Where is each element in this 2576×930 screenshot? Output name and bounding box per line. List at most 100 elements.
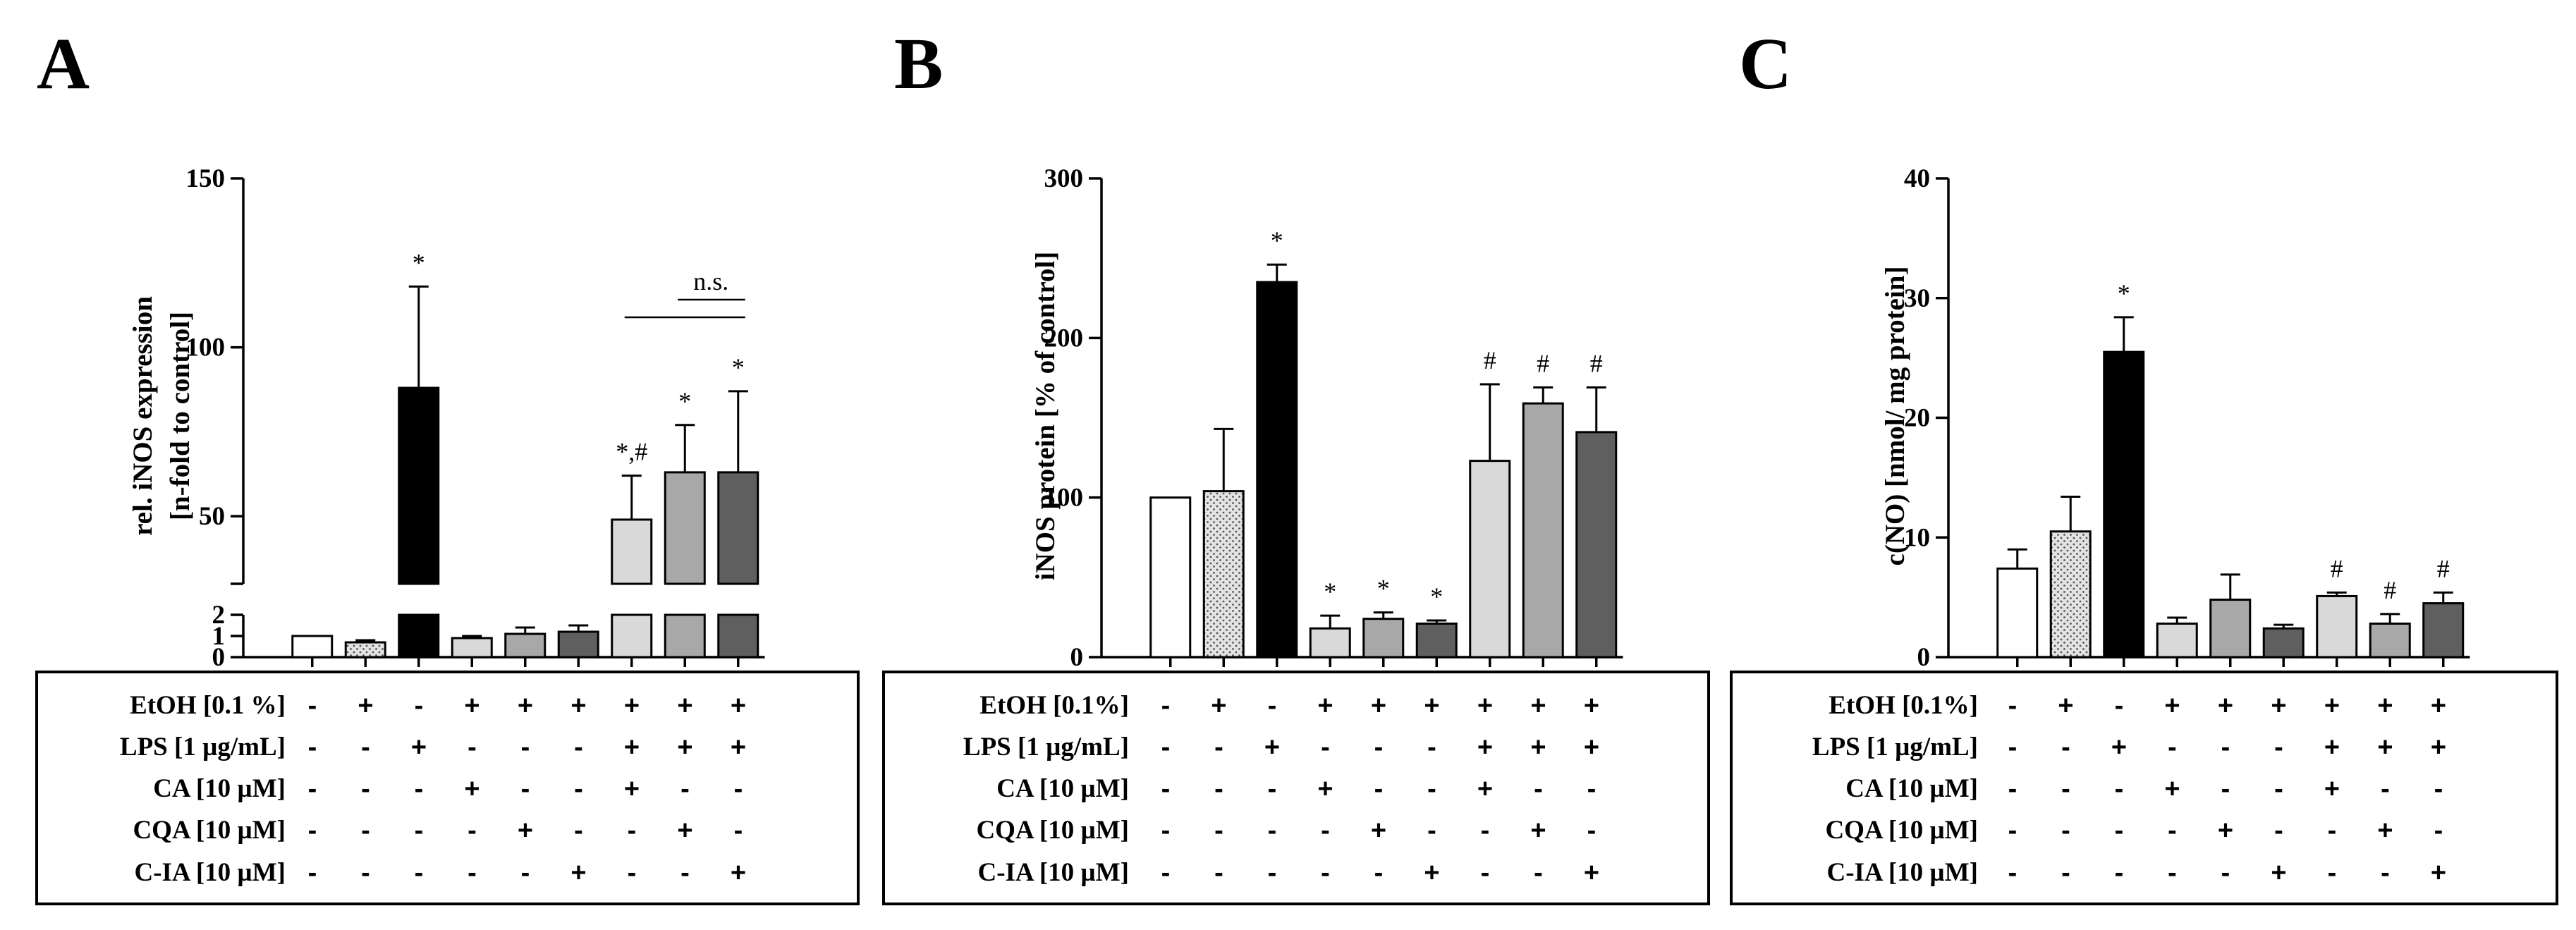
panel-a-y-tick-label: 150 [186,164,226,193]
panel-c-sign-cell: - [2008,691,2018,721]
panel-a-sign-cell: - [574,774,583,804]
panel-a-sign-cell: + [624,733,640,762]
panel-c-sign-cell: - [2115,858,2124,888]
panel-b-sign-cell: + [1530,691,1546,721]
panel-c-sign-cell: + [2164,774,2180,804]
panel-c-bar [2156,622,2198,659]
panel-c-y-axis-label: c(NO) [nmol/ mg protein] [1880,267,1910,566]
panel-c-sign-cell: - [2115,816,2124,845]
panel-a-sign-cell: - [628,816,637,845]
panel-a-sign-cell: + [570,691,586,721]
panel-b-sign-cell: + [1584,858,1599,888]
panel-b-sign-cell: - [1161,816,1171,845]
panel-c-sign-cell: - [2008,858,2018,888]
panel-c-significance-mark: * [2118,279,2130,307]
panel-a-row-label: LPS [1 µg/mL] [120,733,286,761]
panel-b-sign-cell: - [1161,858,1171,888]
panel-a-row-label: C-IA [10 µM] [134,858,286,887]
panel-a-y-axis-label: [n-fold to control] [165,312,195,520]
panel-a-sign-cell: - [680,858,690,888]
panel-a-row-label: CQA [10 µM] [133,816,286,845]
panel-c-sign-cell: - [2008,774,2018,804]
panel-b-sign-cell: + [1477,691,1493,721]
panel-b-significance-mark: # [1590,349,1603,377]
panel-b-sign-cell: - [1587,816,1597,845]
panel-b-sign-cell: - [1214,774,1223,804]
panel-a-sign-cell: - [361,774,370,804]
panel-b-significance-mark: # [1537,349,1549,377]
panel-b-sign-cell: + [1424,858,1439,888]
panel-a-sign-cell: + [677,816,692,845]
panel-c-y-tick-label: 20 [1904,404,1930,433]
panel-b-sign-cell: - [1374,774,1384,804]
panel-b-sign-cell: - [1268,816,1277,845]
panel-b-sign-cell: - [1214,816,1223,845]
panel-a-sign-cell: - [415,774,424,804]
panel-c-bar [2262,627,2305,659]
panel-c-y-tick-label: 40 [1904,164,1930,193]
panel-c-bar [1996,567,2039,659]
panel-a-bar [451,637,493,659]
panel-b-sign-cell: + [1424,691,1439,721]
panel-a-table-frame [35,671,860,905]
panel-b-y-axis-label: iNOS protein [% of control] [1030,252,1061,581]
panel-a-bar-upper [664,471,706,585]
panel-a-sign-cell: - [521,774,530,804]
panel-a-y-tick-label: 1 [212,622,226,651]
panel-a-sign-cell: - [468,858,477,888]
panel-a-sign-cell: - [361,858,370,888]
panel-a-sign-cell: + [731,733,746,762]
panel-b-row-label: CQA [10 µM] [976,816,1129,845]
panel-c-sign-cell: + [2271,858,2286,888]
panel-c-bar [2369,622,2411,659]
panel-b-row-label: EtOH [0.1%] [979,691,1129,720]
panel-b-y-tick-label: 300 [1044,164,1084,193]
panel-a-sign-cell: + [518,816,533,845]
panel-a-sign-cell: + [570,858,586,888]
panel-a-sign-cell: + [624,774,640,804]
panel-b-y-tick-label: 0 [1070,643,1084,672]
panel-a-sign-cell: - [361,733,370,762]
panel-c-sign-cell: + [2271,691,2286,721]
panel-a-bar-upper [398,386,440,585]
panel-c-sign-cell: - [2274,816,2283,845]
panel-c-bar [2316,594,2358,659]
panel-b-sign-cell: - [1534,774,1543,804]
panel-c-significance-mark: # [2383,576,2396,604]
panel-a-sign-cell: + [677,733,692,762]
panel-b-significance-mark: * [1430,582,1443,611]
panel-b-bar [1202,490,1245,659]
panel-b-sign-cell: - [1161,691,1171,721]
panel-a-sign-cell: + [731,858,746,888]
panel-c-sign-cell: + [2218,816,2233,845]
panel-b-sign-cell: - [1481,816,1490,845]
panel-b-bar [1415,622,1458,659]
panel-b-y-tick-label: 100 [1044,484,1084,513]
panel-c-sign-cell: + [2324,733,2340,762]
panel-c-sign-cell: - [2221,774,2230,804]
panel-a-significance-mark: * [413,248,425,276]
panel-c-sign-cell: + [2058,691,2073,721]
panel-c-y-tick-label: 30 [1904,284,1930,313]
panel-a-y-tick-label: 50 [199,502,225,531]
panel-b-sign-cell: - [1161,733,1171,762]
panel-c-sign-cell: - [2061,774,2070,804]
panel-c-sign-cell: - [2221,858,2230,888]
panel-a-bar [557,630,599,659]
panel-c-sign-cell: + [2431,691,2446,721]
panel-b-sign-cell: - [1374,858,1384,888]
panel-b-sign-cell: - [1161,774,1171,804]
panel-a-bar [398,613,440,659]
panel-c-sign-cell: - [2381,858,2390,888]
panel-b-row-label: CA [10 µM] [996,774,1129,803]
panel-c-sign-cell: + [2377,691,2393,721]
panel-a-y-tick-label: 2 [212,601,226,630]
panel-a-sign-cell: - [734,816,743,845]
panel-c-table-frame [1730,671,2558,905]
panel-c-treatment-table: EtOH [0.1%] - + - + + + + + + LPS [1 µg/mL] - - + - - - +… [1730,671,2558,905]
panel-a-sign-cell: + [358,691,373,721]
panel-b-sign-cell: + [1584,733,1599,762]
panel-c-chart: 0 10 20 30 40 c(NO) [nmol/ mg protein] * # # # [1880,164,2470,672]
panel-b-bar [1309,627,1351,659]
